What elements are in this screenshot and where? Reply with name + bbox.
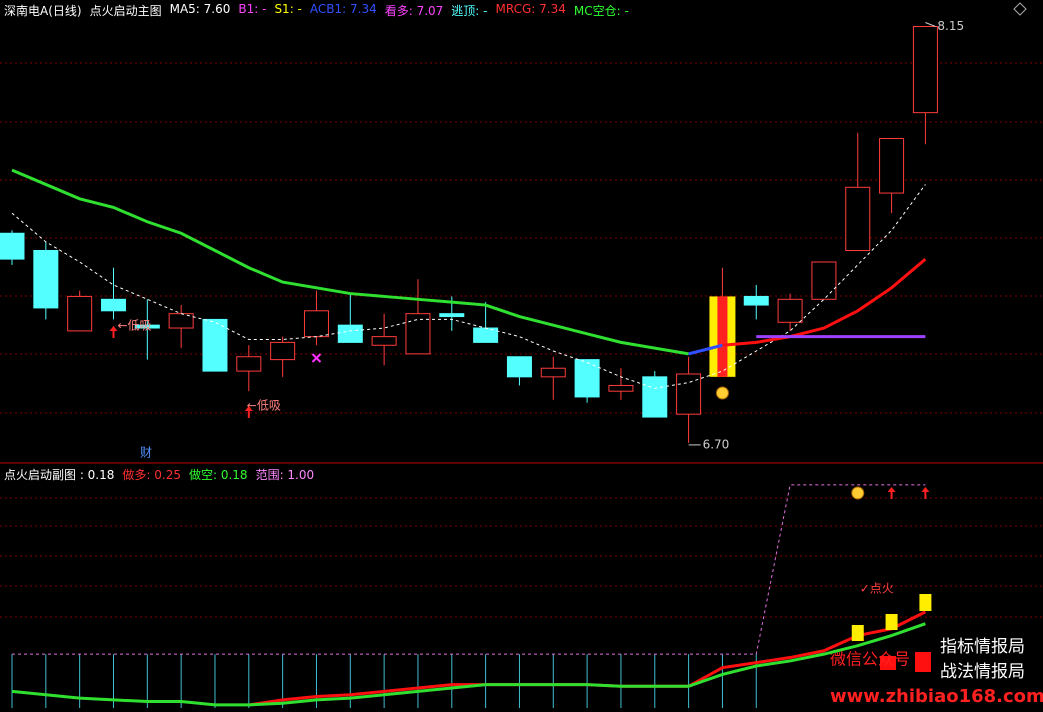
cross-marker [311, 353, 322, 363]
indicator-line [11, 622, 926, 707]
header-item: 看多: 7.07 [384, 4, 444, 18]
candle-body [608, 384, 634, 392]
header-item: 点火启动副图 : 0.18 [4, 468, 115, 482]
high-label: 8.15 [937, 19, 964, 33]
buy-arrow [244, 406, 253, 418]
indicator-line [11, 184, 926, 389]
signal-bar [851, 625, 864, 641]
low-label: 6.70 [703, 437, 730, 451]
candle-body [202, 318, 228, 372]
candle-body [134, 324, 160, 329]
indicator-line [722, 257, 927, 347]
annotation: ←低吸 [117, 319, 151, 333]
candle-body [473, 327, 499, 343]
candle-body [303, 310, 329, 338]
candle-body [371, 336, 397, 346]
high-pointer [925, 22, 936, 27]
watermark-text: 微信公众号 [830, 650, 910, 669]
settings-icon[interactable] [1013, 2, 1027, 16]
watermark-text: 指标情报局 [940, 637, 1025, 657]
annotation: ✓点火 [860, 582, 894, 596]
annotation: ←低吸 [247, 399, 281, 413]
indicator-line [688, 343, 723, 356]
money-icon [715, 386, 729, 400]
header-item: 逃顶: - [451, 4, 488, 18]
signal-candle-core [717, 296, 728, 377]
main-grid [0, 62, 1043, 618]
candle-body [439, 313, 465, 318]
candle-body [912, 25, 938, 114]
watermark-box [915, 652, 931, 672]
watermark-box [880, 656, 896, 670]
buy-arrow [921, 487, 930, 499]
money-icon [851, 486, 865, 500]
indicator-line [12, 484, 926, 655]
main-header: 深南电A(日线) 点火启动主图 MA5: 7.60 B1: - S1: - ACB1: 7… [4, 2, 629, 19]
candle-body [100, 298, 126, 312]
candle-body [405, 313, 431, 355]
header-item: ACB1: 7.34 [309, 2, 377, 16]
header-item: 做空: 0.18 [188, 468, 248, 482]
candle-body [642, 376, 668, 418]
header-item: MC空仓: - [573, 4, 629, 18]
watermark-url: www.zhibiao168.com [830, 686, 1043, 707]
header-item: S1: - [274, 2, 302, 16]
candle-body [676, 373, 702, 415]
header-item: 点火启动主图 [89, 4, 162, 18]
header-item: 做多: 0.25 [122, 468, 181, 482]
candle-body [777, 298, 803, 323]
header-item: 深南电A(日线) [4, 4, 82, 18]
candle-body [879, 137, 905, 194]
header-item: MRCG: 7.34 [495, 2, 566, 16]
signal-bar [885, 614, 898, 630]
candle-body [743, 295, 769, 306]
candle-body [574, 359, 600, 398]
header-item: MA5: 7.60 [169, 2, 231, 16]
candle-body [67, 295, 93, 332]
candle-body [337, 324, 363, 343]
candle-body [540, 367, 566, 378]
annotation: 财 [140, 446, 152, 460]
header-item: B1: - [238, 2, 267, 16]
candle-body [506, 356, 532, 378]
signal-bar [919, 594, 932, 611]
header-item: 范围: 1.00 [255, 468, 315, 482]
buy-arrow [109, 326, 118, 338]
candle-body [236, 356, 262, 372]
candle-body [811, 261, 837, 300]
candle-body [0, 232, 25, 260]
candle-body [845, 186, 871, 251]
candle-body [33, 249, 59, 309]
candle-body [270, 341, 296, 361]
sub-header: 点火启动副图 : 0.18 做多: 0.25 做空: 0.18 范围: 1.00 [4, 466, 314, 483]
indicator-line [11, 168, 689, 356]
buy-arrow [887, 487, 896, 499]
watermark-text: 战法情报局 [940, 662, 1025, 682]
